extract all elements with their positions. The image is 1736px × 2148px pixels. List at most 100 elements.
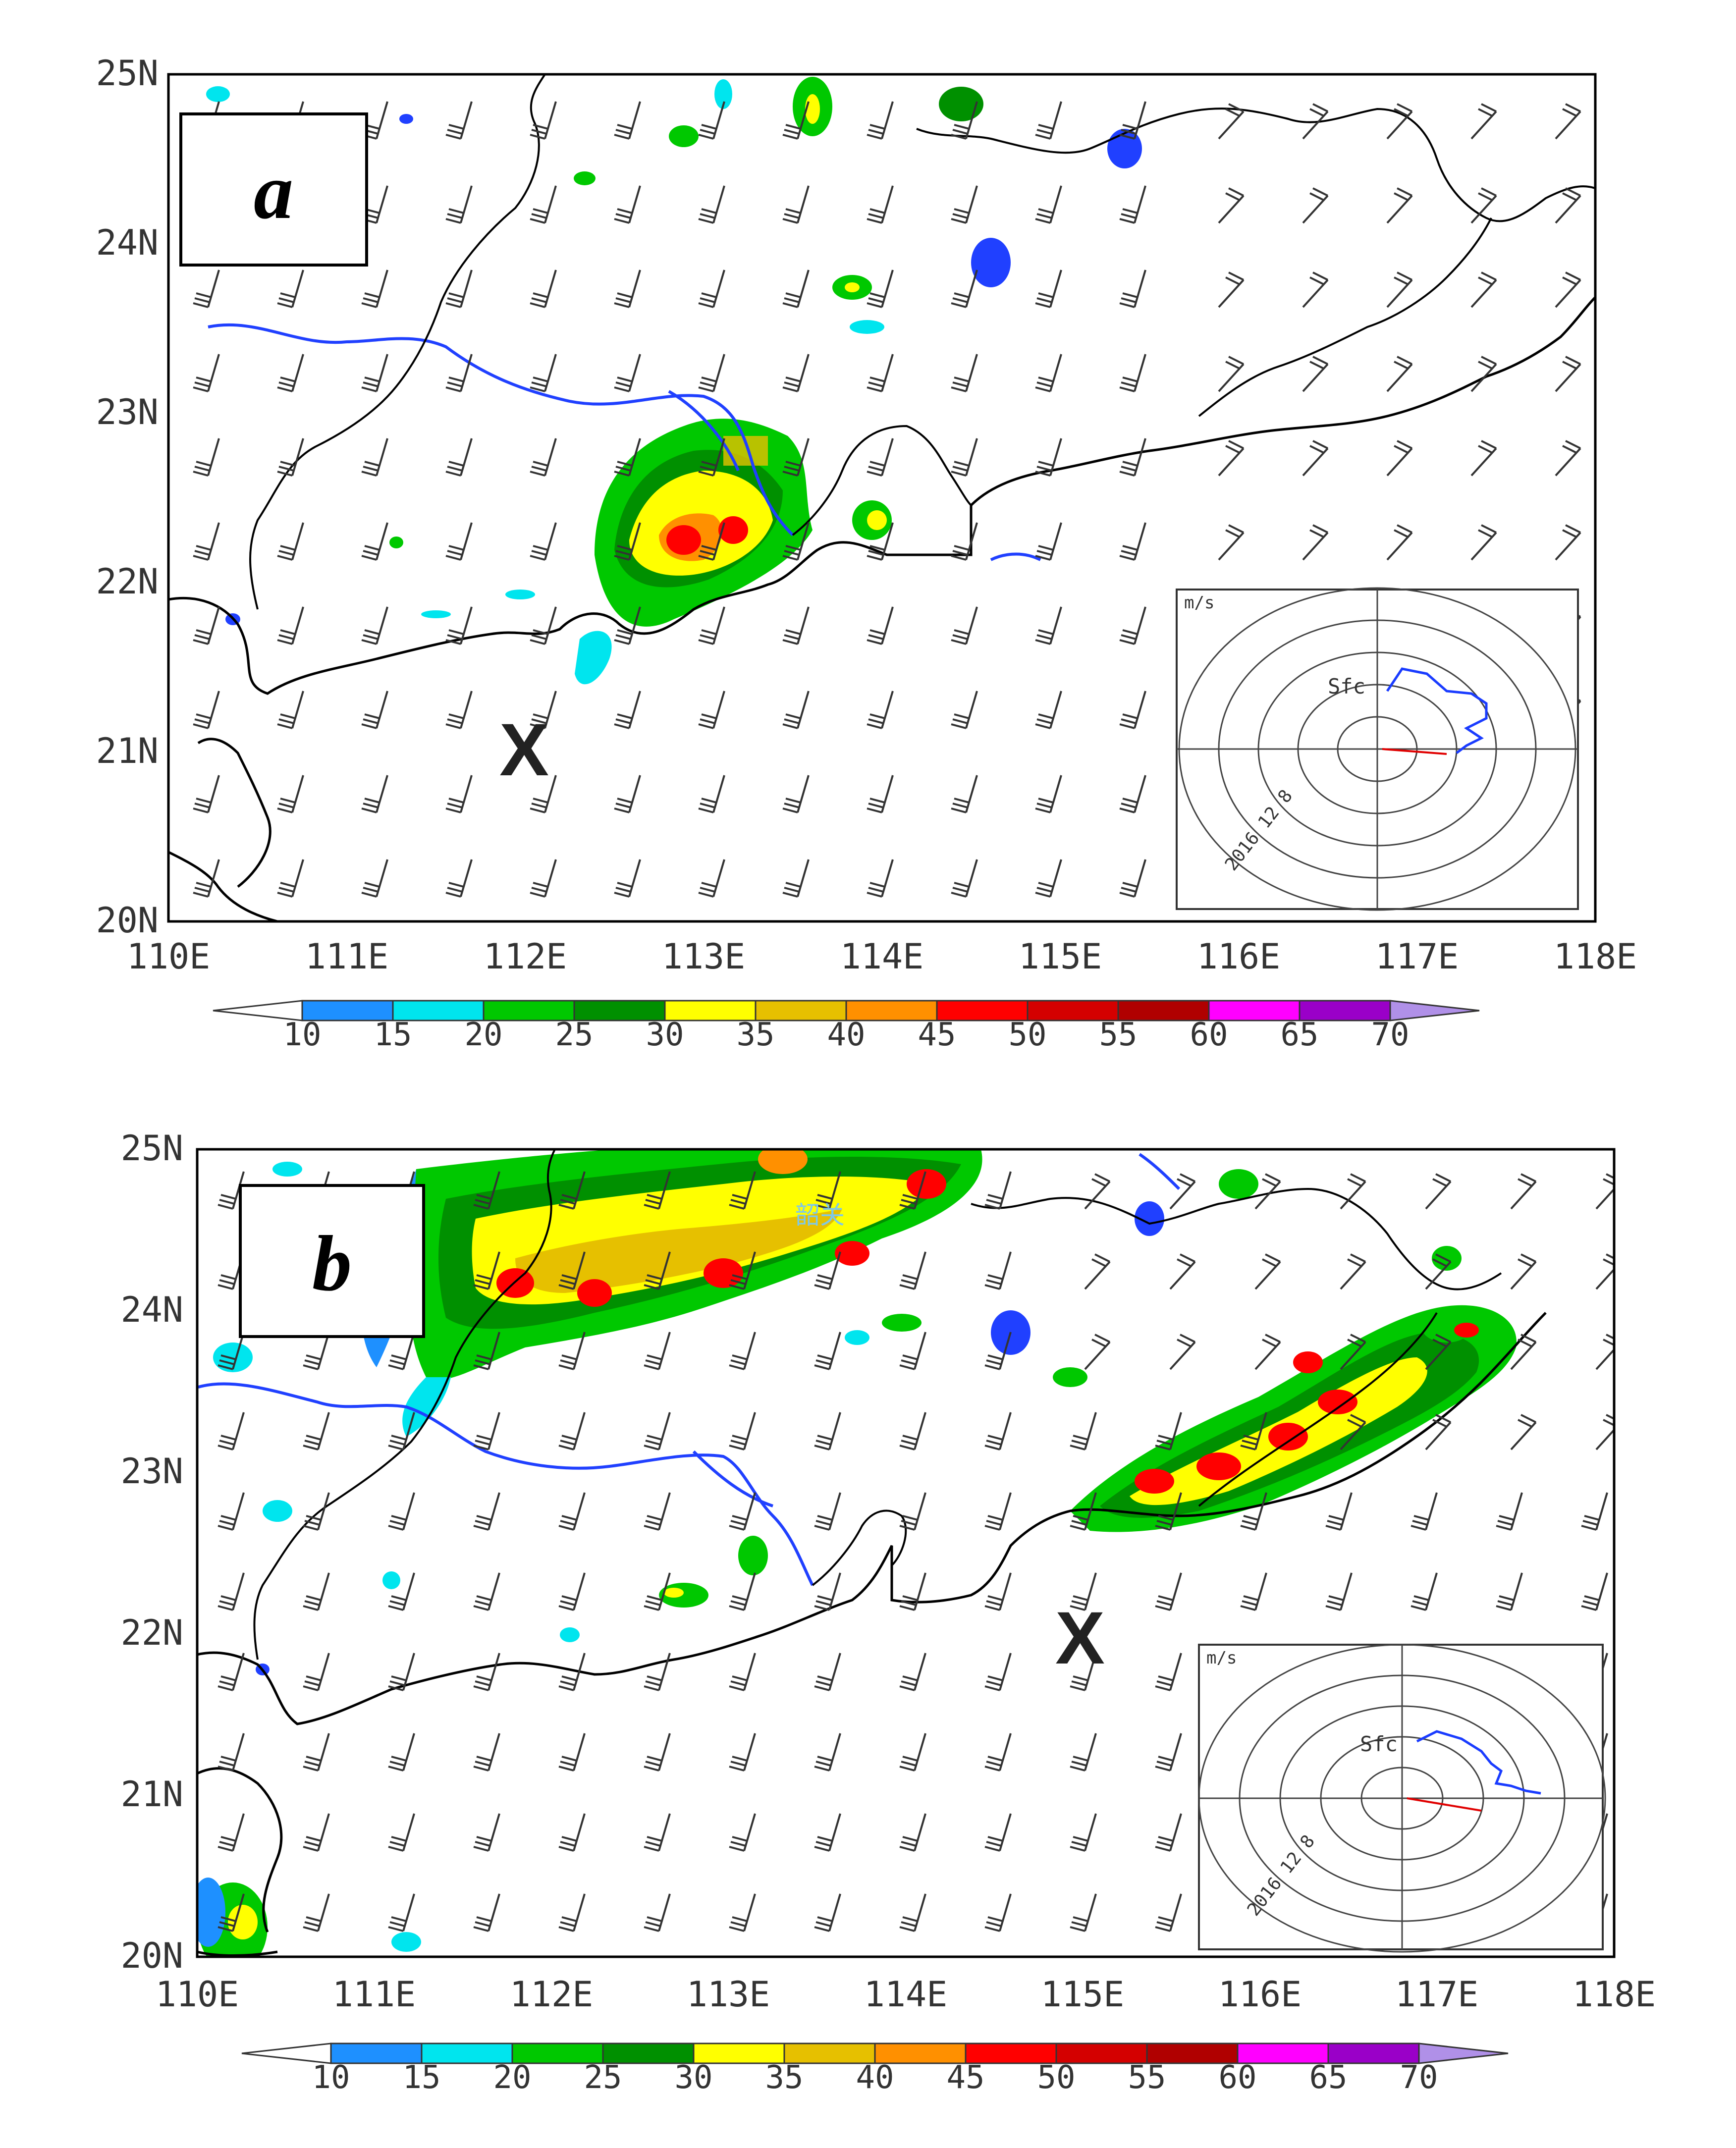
wind-barb xyxy=(558,1572,586,1611)
panel-b-colorbar xyxy=(241,2042,1509,2064)
colorbar-label: 35 xyxy=(736,1017,774,1053)
panel-b-site-marker: X xyxy=(1055,1596,1105,1679)
lon-tick-label: 115E xyxy=(1019,936,1102,977)
wind-barb xyxy=(1325,1492,1353,1531)
panel-a-colorbar xyxy=(213,1000,1480,1021)
wind-barb xyxy=(782,354,810,392)
wind-barb xyxy=(951,691,978,729)
panel-a-lon-axis: 110E 111E 112E 113E 114E 115E 116E 117E … xyxy=(127,936,1637,977)
wind-barb xyxy=(303,1412,330,1450)
wind-barb xyxy=(388,1733,415,1772)
wind-barb xyxy=(1035,101,1062,140)
wind-barb xyxy=(644,1733,671,1772)
wind-barb xyxy=(361,354,388,392)
lon-tick-label: 117E xyxy=(1395,1974,1479,2015)
wind-barb xyxy=(951,438,978,477)
wind-barb xyxy=(1119,775,1146,813)
wind-barb xyxy=(729,1572,756,1611)
wind-barb xyxy=(473,1733,500,1772)
wind-barb xyxy=(899,1893,926,1932)
wind-barb xyxy=(388,1893,415,1932)
colorbar-segment xyxy=(1146,2042,1239,2064)
wind-barb xyxy=(530,354,557,392)
wind-barb xyxy=(1254,1173,1281,1210)
wind-barb xyxy=(530,438,557,477)
wind-barb xyxy=(729,1412,756,1450)
wind-barb xyxy=(644,1171,671,1210)
wind-barb xyxy=(530,185,557,224)
wind-barb xyxy=(1035,775,1062,813)
wind-barb xyxy=(614,691,641,729)
wind-barb xyxy=(558,1251,586,1290)
wind-barb xyxy=(1410,1572,1438,1611)
wind-barb xyxy=(388,1492,415,1531)
wind-barb xyxy=(1119,101,1146,140)
wind-barb xyxy=(1035,606,1062,645)
wind-barb xyxy=(1555,271,1581,308)
lon-tick-label: 112E xyxy=(484,936,567,977)
wind-barb xyxy=(698,691,725,729)
lon-tick-label: 111E xyxy=(305,936,389,977)
wind-barb xyxy=(1555,356,1581,392)
wind-barb xyxy=(303,1733,330,1772)
lat-tick-label: 25N xyxy=(121,1128,183,1169)
lat-tick-label: 25N xyxy=(96,53,159,94)
wind-barb xyxy=(1425,1334,1452,1370)
lat-tick-label: 21N xyxy=(121,1774,183,1815)
wind-barb xyxy=(1386,103,1413,140)
wind-barb xyxy=(1070,1492,1097,1531)
wind-barb xyxy=(984,1653,1012,1691)
wind-barb xyxy=(445,185,473,224)
wind-barb xyxy=(951,775,978,813)
wind-barb xyxy=(729,1251,756,1290)
wind-barb xyxy=(1555,187,1581,224)
wind-barb xyxy=(867,775,894,813)
wind-barb xyxy=(1325,1572,1353,1611)
panel-b-colorbar-labels: 10 15 20 25 30 35 40 45 50 55 60 65 70 xyxy=(312,2059,1438,2096)
wind-barb xyxy=(899,1733,926,1772)
wind-barb xyxy=(614,522,641,561)
panel-a-lat-axis: 25N 24N 23N 22N 21N 20N xyxy=(96,53,159,941)
wind-barb xyxy=(193,522,220,561)
panel-b-lon-axis: 110E 111E 112E 113E 114E 115E 116E 117E … xyxy=(156,1974,1656,2015)
wind-barb xyxy=(1119,606,1146,645)
panel-b-frame xyxy=(196,1148,1616,1958)
wind-barb xyxy=(1240,1492,1267,1531)
colorbar-label: 70 xyxy=(1400,2059,1438,2096)
wind-barb xyxy=(445,691,473,729)
wind-barb xyxy=(1581,1492,1608,1531)
wind-barb xyxy=(445,775,473,813)
wind-barb xyxy=(899,1492,926,1531)
lon-tick-label: 116E xyxy=(1197,936,1281,977)
wind-barb xyxy=(1070,1733,1097,1772)
lat-tick-label: 24N xyxy=(121,1289,183,1330)
wind-barb xyxy=(867,606,894,645)
wind-barb xyxy=(814,1572,841,1611)
wind-barb xyxy=(1254,1253,1281,1290)
wind-barb xyxy=(1496,1572,1523,1611)
wind-barb xyxy=(1425,1253,1452,1290)
lat-tick-label: 21N xyxy=(96,731,159,771)
wind-barb xyxy=(473,1412,500,1450)
wind-barb xyxy=(1169,1253,1196,1290)
wind-barb xyxy=(1070,1653,1097,1691)
colorbar-segment xyxy=(783,2042,876,2064)
wind-barb xyxy=(1510,1173,1537,1210)
wind-barb xyxy=(1581,1572,1608,1611)
colorbar-label: 15 xyxy=(402,2059,440,2096)
wind-barb xyxy=(814,1733,841,1772)
wind-barb xyxy=(1119,269,1146,308)
wind-barb xyxy=(217,1572,245,1611)
wind-barb xyxy=(445,606,473,645)
wind-barb xyxy=(899,1171,926,1210)
lat-tick-label: 22N xyxy=(96,561,159,602)
lon-tick-label: 114E xyxy=(864,1974,948,2015)
wind-barb xyxy=(303,1332,330,1370)
wind-barb xyxy=(1302,440,1329,477)
wind-barb xyxy=(473,1893,500,1932)
wind-barb xyxy=(303,1492,330,1531)
wind-barb xyxy=(1302,187,1329,224)
wind-barb xyxy=(530,522,557,561)
wind-barb xyxy=(1035,269,1062,308)
wind-barb xyxy=(644,1412,671,1450)
